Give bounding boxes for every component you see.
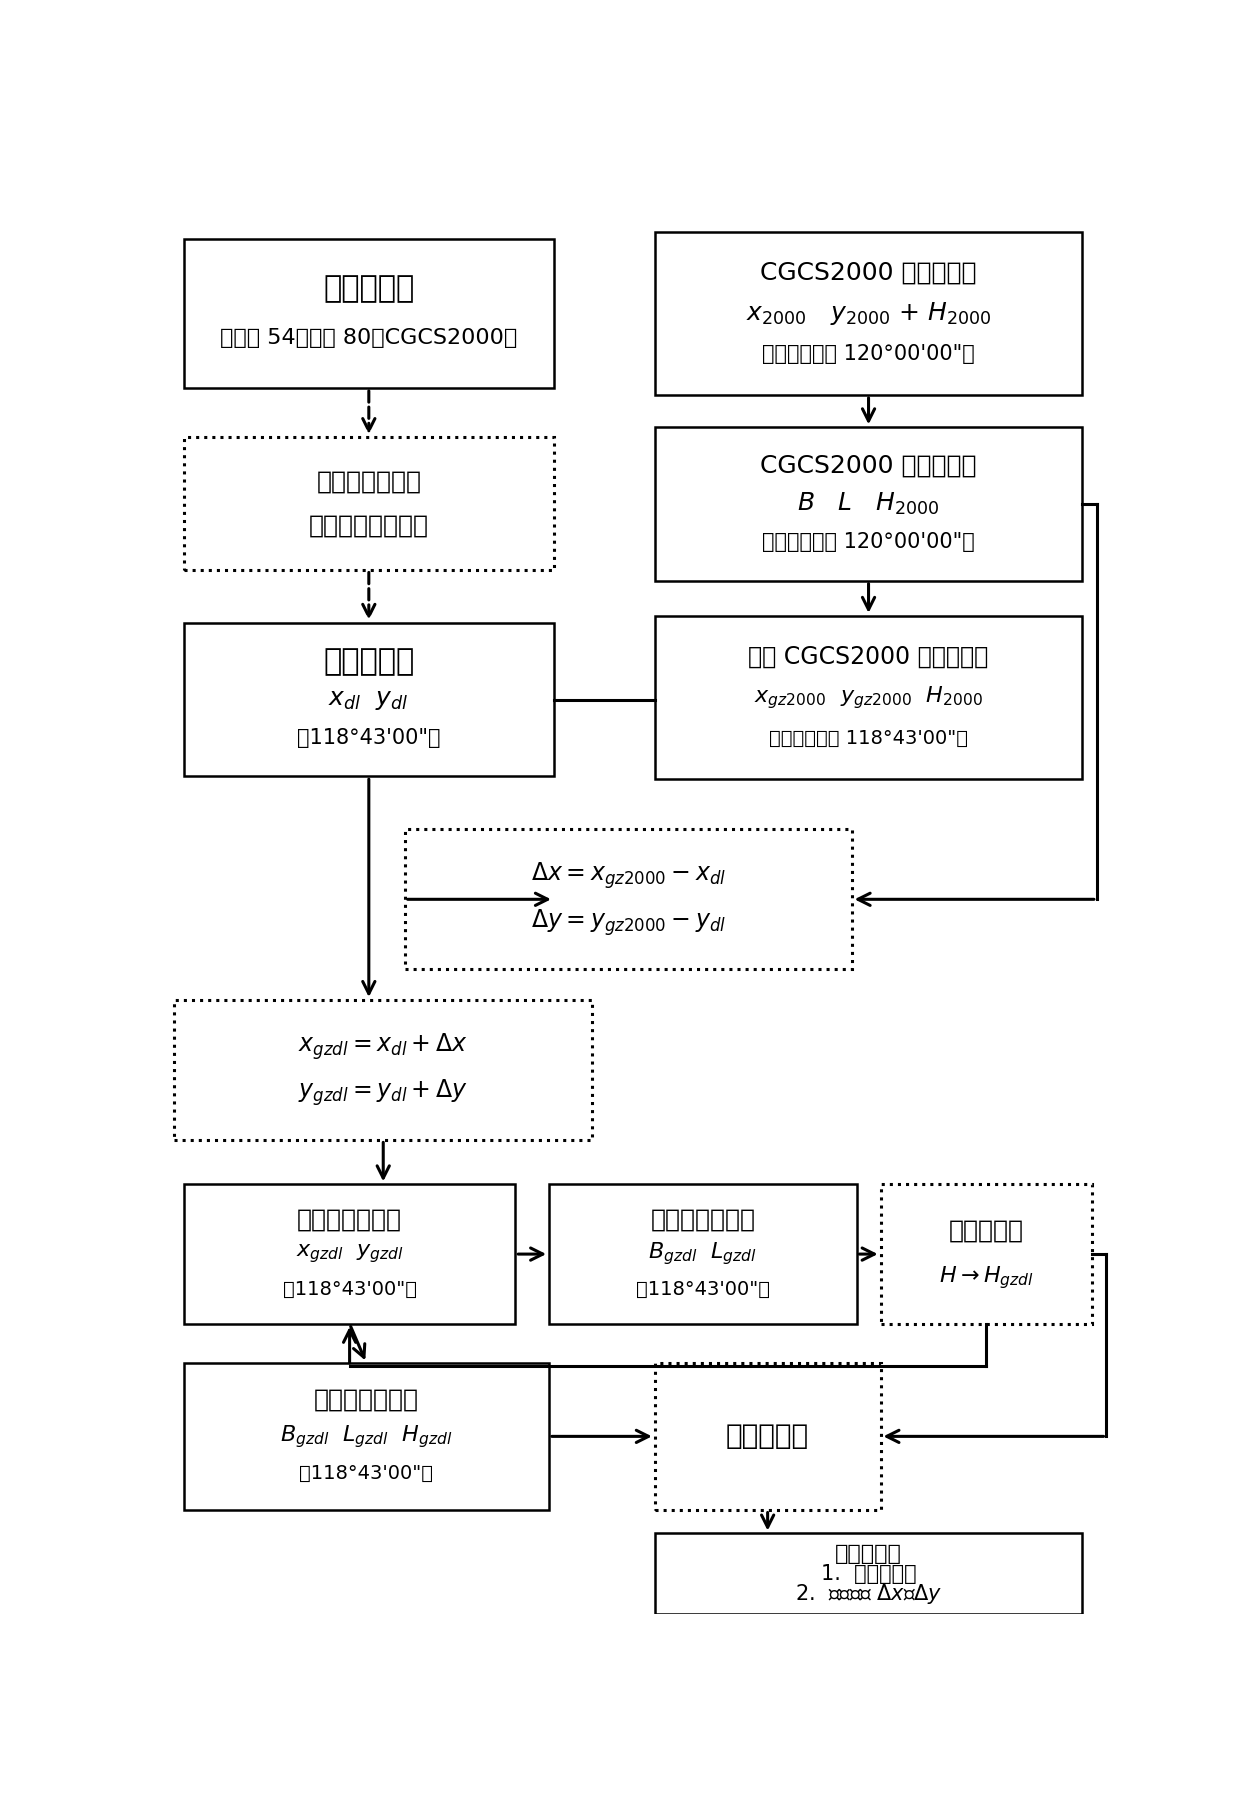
Text: $B$   $L$   $H_{2000}$: $B$ $L$ $H_{2000}$ bbox=[797, 492, 940, 517]
Text: 转换参数：: 转换参数： bbox=[835, 1544, 901, 1564]
FancyBboxPatch shape bbox=[174, 1000, 593, 1139]
Text: $x_{2000}$   $y_{2000}$ + $H_{2000}$: $x_{2000}$ $y_{2000}$ + $H_{2000}$ bbox=[745, 299, 991, 327]
FancyBboxPatch shape bbox=[655, 615, 1083, 780]
Text: 改正独立坐标系: 改正独立坐标系 bbox=[298, 1206, 402, 1232]
Text: （118°43'00"）: （118°43'00"） bbox=[298, 727, 440, 747]
Text: $\Delta x = x_{gz2000} - x_{dl}$: $\Delta x = x_{gz2000} - x_{dl}$ bbox=[531, 860, 725, 891]
FancyBboxPatch shape bbox=[549, 1185, 857, 1324]
FancyBboxPatch shape bbox=[880, 1185, 1092, 1324]
Text: （中央子午线 118°43'00"）: （中央子午线 118°43'00"） bbox=[769, 729, 968, 747]
Text: （118°43'00"）: （118°43'00"） bbox=[299, 1464, 434, 1482]
Text: $B_{gzdl}$  $L_{gzdl}$  $H_{gzdl}$: $B_{gzdl}$ $L_{gzdl}$ $H_{gzdl}$ bbox=[280, 1422, 453, 1449]
Text: 三参数转换: 三参数转换 bbox=[949, 1219, 1024, 1243]
FancyBboxPatch shape bbox=[655, 1362, 880, 1509]
Text: 国家坐标系: 国家坐标系 bbox=[324, 274, 414, 303]
Text: 中央子午线转换: 中央子午线转换 bbox=[316, 470, 422, 493]
FancyBboxPatch shape bbox=[655, 1533, 1083, 1614]
Text: （中央子午线 120°00'00"）: （中央子午线 120°00'00"） bbox=[763, 345, 975, 365]
Text: $\Delta y = y_{gz2000} - y_{dl}$: $\Delta y = y_{gz2000} - y_{dl}$ bbox=[531, 907, 725, 938]
FancyBboxPatch shape bbox=[184, 239, 554, 388]
Text: （118°43'00"）: （118°43'00"） bbox=[636, 1279, 770, 1299]
Text: 改正独立坐标系: 改正独立坐标系 bbox=[650, 1206, 755, 1232]
FancyBboxPatch shape bbox=[655, 428, 1083, 580]
Text: CGCS2000 国家坐标系: CGCS2000 国家坐标系 bbox=[760, 261, 977, 285]
Text: $x_{gzdl} = x_{dl} + \Delta x$: $x_{gzdl} = x_{dl} + \Delta x$ bbox=[299, 1030, 467, 1061]
Text: 改正 CGCS2000 国家坐标系: 改正 CGCS2000 国家坐标系 bbox=[749, 644, 988, 669]
FancyBboxPatch shape bbox=[184, 1185, 516, 1324]
FancyBboxPatch shape bbox=[184, 1362, 549, 1509]
FancyBboxPatch shape bbox=[184, 437, 554, 570]
Text: 平移、旋转、缩放: 平移、旋转、缩放 bbox=[309, 513, 429, 537]
Text: $H \rightarrow H_{gzdl}$: $H \rightarrow H_{gzdl}$ bbox=[939, 1264, 1034, 1292]
FancyBboxPatch shape bbox=[404, 829, 852, 969]
Text: 2.  平移参数 $\Delta x$，$\Delta y$: 2. 平移参数 $\Delta x$，$\Delta y$ bbox=[795, 1582, 942, 1605]
Text: （中央子午线 120°00'00"）: （中央子午线 120°00'00"） bbox=[763, 533, 975, 553]
Text: $B_{gzdl}$  $L_{gzdl}$: $B_{gzdl}$ $L_{gzdl}$ bbox=[649, 1241, 758, 1268]
Text: CGCS2000 国家坐标系: CGCS2000 国家坐标系 bbox=[760, 454, 977, 477]
Text: $y_{gzdl} = y_{dl} + \Delta y$: $y_{gzdl} = y_{dl} + \Delta y$ bbox=[299, 1078, 469, 1108]
Text: 七参数转换: 七参数转换 bbox=[727, 1422, 810, 1451]
Text: $x_{gz2000}$  $y_{gz2000}$  $H_{2000}$: $x_{gz2000}$ $y_{gz2000}$ $H_{2000}$ bbox=[754, 684, 983, 711]
Text: 1.  转换七参数: 1. 转换七参数 bbox=[821, 1564, 916, 1584]
Text: （北京 54、西安 80、CGCS2000）: （北京 54、西安 80、CGCS2000） bbox=[221, 328, 517, 348]
Text: （118°43'00"）: （118°43'00"） bbox=[283, 1279, 417, 1299]
Text: $x_{dl}$  $y_{dl}$: $x_{dl}$ $y_{dl}$ bbox=[329, 688, 409, 711]
Text: $x_{gzdl}$  $y_{gzdl}$: $x_{gzdl}$ $y_{gzdl}$ bbox=[295, 1243, 404, 1266]
Text: 独立坐标系: 独立坐标系 bbox=[324, 646, 414, 675]
Text: 改正独立坐标系: 改正独立坐标系 bbox=[314, 1388, 419, 1411]
FancyBboxPatch shape bbox=[184, 622, 554, 776]
FancyBboxPatch shape bbox=[655, 232, 1083, 395]
